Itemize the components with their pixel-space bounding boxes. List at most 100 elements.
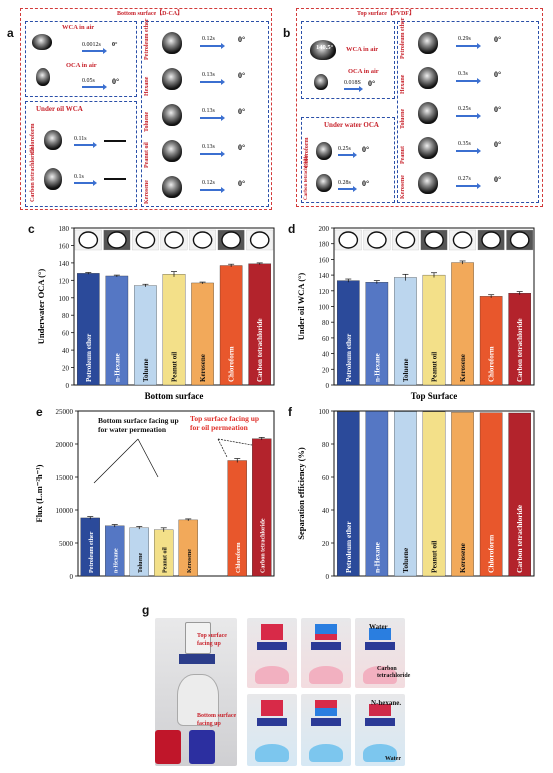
clamp-icon (365, 718, 395, 726)
panel-b-light-box: Petroleum ether 0.29s 0° Hexane 0.3s 0° Toluen… (397, 18, 539, 203)
angle-value: 0° (238, 107, 246, 116)
time: 0.25s (338, 146, 351, 152)
bar (336, 411, 360, 577)
arrow (200, 43, 225, 49)
y-tick-label: 0 (326, 573, 330, 581)
annotation-bottom: Bottom surface facing up (98, 416, 179, 425)
y-tick-label: 180 (59, 225, 70, 233)
photo-setup (155, 618, 237, 766)
arrow (344, 86, 363, 92)
flask-icon (309, 744, 343, 762)
y-tick-label: 140 (319, 272, 330, 280)
chart-e: 0 5000 10000 15000 20000 25000 Flux (L.m⁻²h⁻¹)… (34, 408, 275, 581)
photo-bottom-3 (355, 694, 405, 766)
oil-name: Hexane (144, 76, 150, 96)
oca-air-label: OCA in air (348, 68, 379, 75)
time: 0.29s (458, 36, 471, 42)
under-oil-label: Under oil WCA (36, 105, 83, 113)
angle-value: 0° (494, 35, 502, 44)
droplet (162, 104, 182, 126)
category-label: Petroleum ether (89, 531, 95, 573)
y-tick-label: 200 (319, 225, 330, 233)
angle-value: 0° (238, 35, 246, 44)
angle-value: 0° (238, 71, 246, 80)
arrow (82, 48, 107, 54)
category-label: Peanut oil (171, 352, 179, 382)
category-label: n-Hexane (113, 548, 119, 573)
flat-droplet (104, 178, 126, 180)
y-tick-label: 80 (322, 441, 330, 449)
time: 0.12s (202, 180, 215, 186)
y-tick-label: 80 (322, 319, 330, 327)
category-label: Petroleum ether (85, 334, 93, 382)
time: 0.25s (458, 106, 471, 112)
category-label: Carbon tetrachloride (256, 318, 264, 382)
time: 0.28s (338, 180, 351, 186)
chart-c: 0 20 40 60 80 100 120 140 160 180 Underwater OCA (… (36, 225, 275, 401)
chart-d: 0 20 40 60 80 100 120 140 160 180 200 Under oil WCA… (296, 225, 535, 401)
y-tick-label: 120 (59, 277, 70, 285)
y-tick-label: 25000 (56, 408, 74, 416)
x-axis-label: Top Surface (411, 391, 457, 401)
flask-icon (255, 666, 289, 684)
category-label: n-Hexane (113, 353, 121, 382)
y-tick-label: 160 (319, 256, 330, 264)
flask-icon (363, 744, 397, 762)
time: 0.35s (458, 141, 471, 147)
panel-label-g: g (142, 603, 150, 617)
clamp-icon (311, 642, 341, 650)
category-label: Chloroform (236, 542, 242, 573)
time: 0.13s (202, 72, 215, 78)
y-tick-label: 60 (62, 330, 70, 338)
water-droplet (310, 40, 336, 60)
y-tick-label: 5000 (59, 540, 74, 548)
droplet-icon (338, 231, 359, 249)
angle-value: 0° (494, 105, 502, 114)
wca-value: 140.5° (316, 44, 334, 51)
blue-liquid-icon (369, 628, 391, 640)
blue-beaker-icon (189, 730, 215, 764)
arrow (338, 152, 357, 158)
panel-a-frame: Bottom surface【D-CA】 WCA in air 0.0012s … (20, 8, 272, 210)
funnel-icon (185, 622, 211, 654)
oil-droplet (314, 74, 328, 90)
wca-air-time: 0.0012s (82, 42, 101, 48)
photo-top-3 (355, 618, 405, 688)
y-tick-label: 60 (322, 335, 330, 343)
angle-value: 0° (238, 143, 246, 152)
category-label: Chloroform (488, 346, 496, 382)
y-tick-label: 15000 (56, 474, 74, 482)
droplet (418, 67, 438, 89)
category-label: Chloroform (228, 346, 236, 382)
wca-air-label: WCA in air (346, 46, 379, 53)
category-label: Carbon tetrachloride (515, 504, 524, 573)
category-label: Peanut oil (162, 547, 168, 573)
droplet-icon (452, 231, 473, 249)
y-tick-label: 40 (322, 351, 330, 359)
y-tick-label: 20 (322, 366, 330, 374)
category-label: Peanut oil (430, 541, 439, 573)
category-label: n-Hexane (373, 353, 381, 382)
bar (394, 411, 417, 577)
droplet-icon (78, 231, 99, 249)
arrow (456, 43, 481, 49)
panel-label-a: a (7, 26, 14, 40)
y-tick-label: 0 (326, 382, 330, 390)
photo-bottom-2 (301, 694, 351, 766)
droplet (162, 140, 182, 162)
droplet (418, 32, 438, 54)
droplet-icon (424, 231, 444, 249)
oil-droplet (36, 68, 50, 86)
photo-bottom-1 (247, 694, 297, 766)
droplet (162, 32, 182, 54)
panel-b-frame: Top surface【PVDF】 140.5° WCA in air OCA … (296, 8, 543, 207)
bar (422, 411, 446, 577)
droplet-icon (164, 231, 184, 249)
y-tick-label: 120 (319, 288, 330, 296)
arrow (456, 78, 481, 84)
annotation-top: for oil permeation (190, 423, 249, 432)
category-label: Toluene (402, 359, 410, 382)
y-tick-label: 10000 (56, 507, 74, 515)
droplet-icon (367, 231, 387, 249)
red-beaker-icon (155, 730, 181, 764)
